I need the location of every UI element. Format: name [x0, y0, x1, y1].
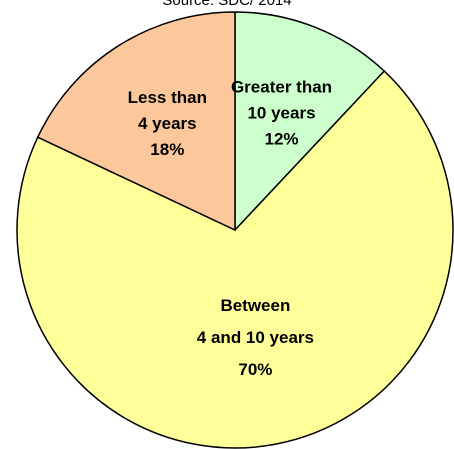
pie-slice [16, 70, 454, 449]
slice-category-label: 4 and 10 years [197, 328, 314, 347]
slice-label: Less than 4 years 18% [128, 88, 207, 159]
slice-label: Greater than 10 years 12% [231, 77, 332, 148]
source-note: Source: SDC/ 2014 [162, 0, 292, 9]
slice-value-label: 18% [150, 140, 184, 159]
slice-value-label: 70% [238, 360, 272, 379]
pie-labels: Greater than 10 years 12% Between 4 and 10 y… [128, 77, 332, 379]
slice-category-label: Greater than [231, 77, 332, 96]
slice-label: Between 4 and 10 years 70% [197, 296, 314, 379]
slice-category-label: Between [220, 296, 290, 315]
slice-value-label: 12% [264, 129, 298, 148]
pie-slices [16, 11, 454, 449]
slice-category-label: Less than [128, 88, 207, 107]
slice-category-label: 4 years [138, 114, 197, 133]
slice-category-label: 10 years [247, 103, 315, 122]
pie-slice [234, 11, 386, 232]
pie-slice [36, 11, 236, 232]
